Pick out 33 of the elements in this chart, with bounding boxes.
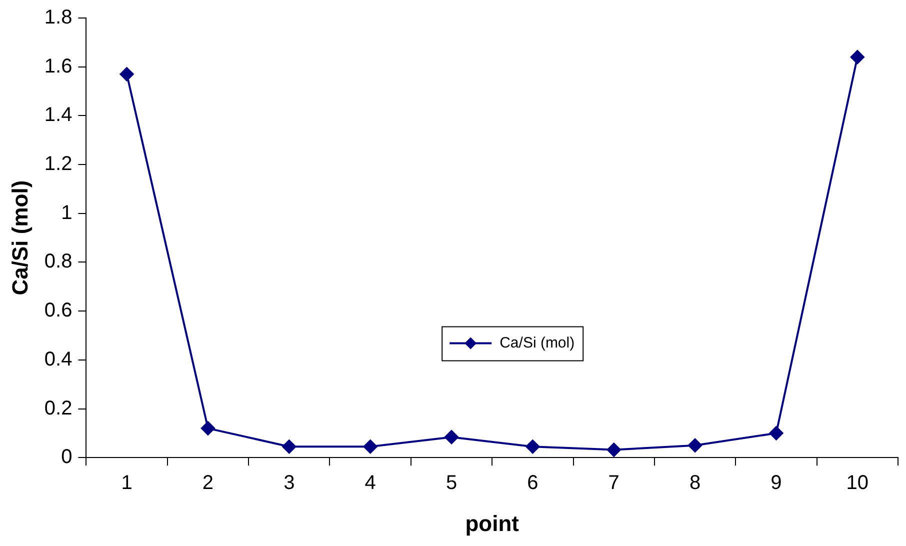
x-tick-label: 4: [364, 472, 376, 494]
point: [688, 438, 702, 452]
x-tick-label: 8: [689, 472, 701, 494]
y-tick-label: 1.6: [44, 55, 72, 78]
y-tick-label: 0.2: [44, 397, 72, 420]
legend-label: Ca/Si (mol): [500, 334, 575, 352]
y-tick-label: 0.8: [44, 250, 72, 273]
point: [363, 440, 378, 454]
y-tick-label: 1.8: [44, 6, 72, 29]
point: [606, 442, 621, 457]
y-tick-label: 1.4: [44, 104, 72, 126]
point: [769, 426, 784, 440]
x-tick-label: 2: [202, 472, 214, 494]
y-tick-label: 0.6: [44, 300, 72, 322]
x-tick-label: 5: [446, 472, 458, 494]
point: [282, 440, 296, 454]
x-tick-label: 7: [608, 472, 620, 494]
y-tick-label: 0: [61, 446, 72, 468]
y-axis-title: Ca/Si (mol): [7, 180, 32, 296]
y-tick-label: 1: [61, 202, 72, 224]
point: [444, 430, 459, 444]
x-tick-label: 3: [284, 472, 295, 494]
x-tick-label: 6: [527, 472, 538, 494]
y-tick-label: 1.2: [44, 153, 72, 176]
x-axis-title: point: [465, 510, 520, 536]
point: [120, 67, 134, 82]
y-tick-label: 0.4: [44, 348, 72, 370]
x-tick-label: 10: [846, 472, 869, 494]
x-tick-label: 9: [770, 472, 782, 494]
x-tick-label: 1: [121, 472, 132, 494]
point: [200, 421, 215, 436]
point: [850, 50, 864, 64]
point: [526, 440, 540, 454]
